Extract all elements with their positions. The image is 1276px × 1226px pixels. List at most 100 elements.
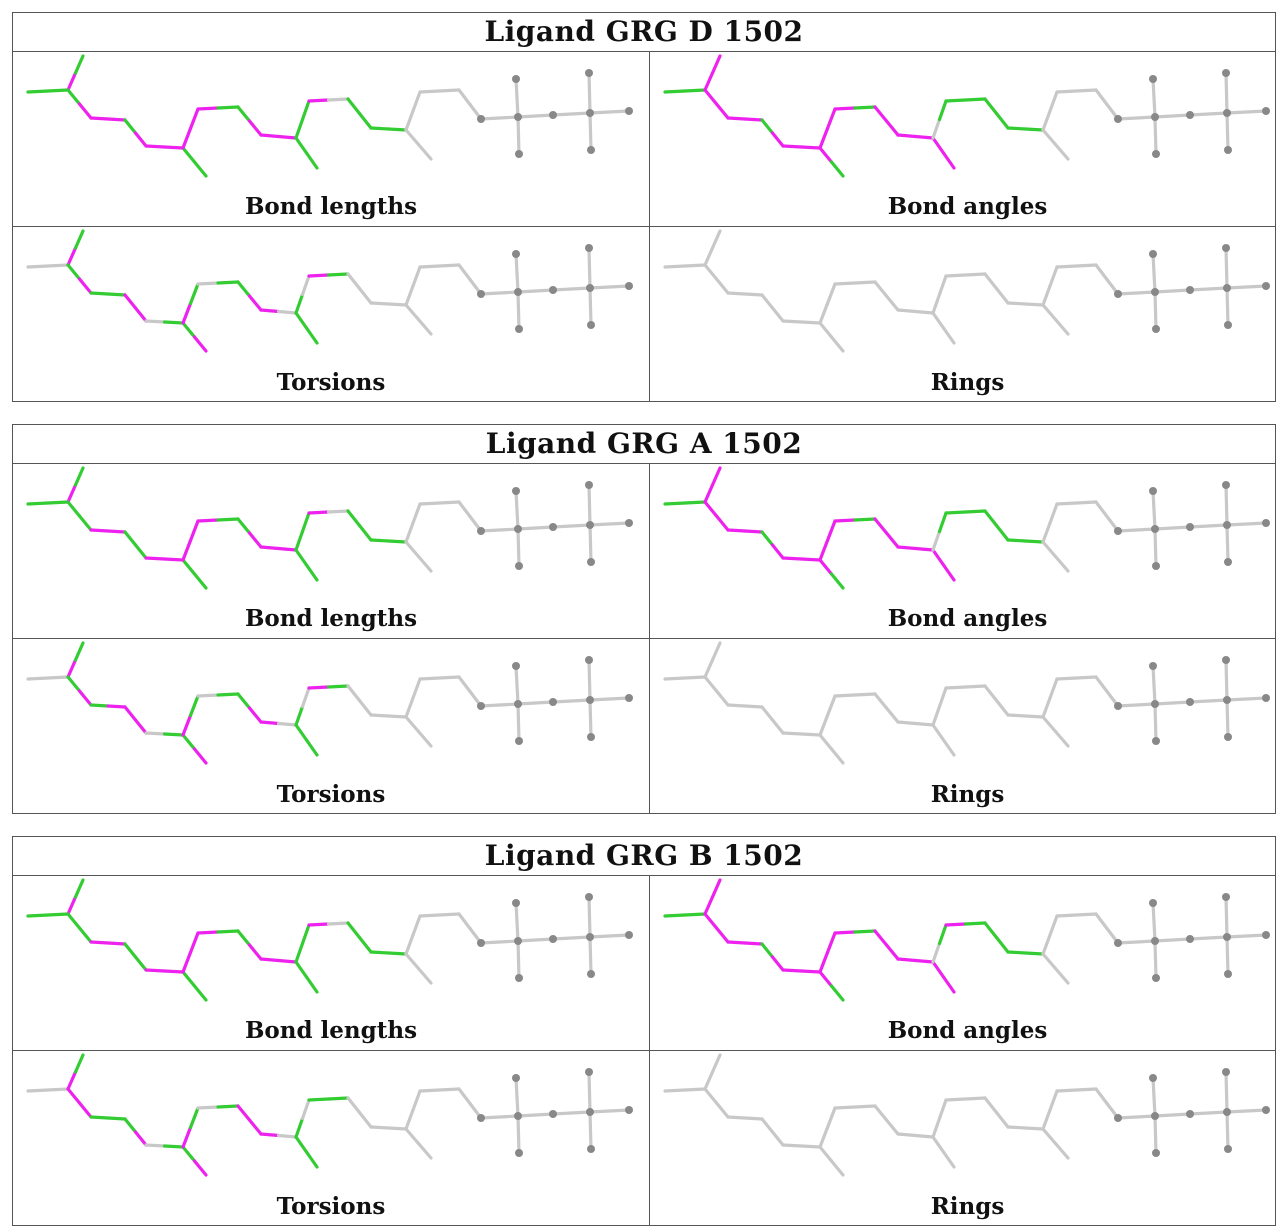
bond-segment [1041,715,1058,734]
bond-segment [703,912,719,930]
bond-segment [304,975,319,994]
atom-ball [514,525,522,533]
bond-segment [770,131,785,148]
bond-segment [818,733,834,751]
bond-segment [307,922,331,927]
bond-segment [192,335,208,353]
bond-segment [404,715,421,734]
bond-segment [404,952,421,971]
bond-segment [703,895,715,916]
bond-segment [307,510,331,515]
atom-ball [625,519,633,527]
atom-ball [1114,115,1122,123]
bond-segment [873,517,889,535]
panel-title: Ligand GRG A 1502 [13,425,1275,464]
bond-segment [26,501,50,506]
atom-ball [1114,702,1122,710]
bond-segment [181,558,197,576]
bond-segment [259,308,281,314]
bond-segment [1006,538,1028,543]
bond-segment [386,539,408,544]
bond-segment [294,704,305,727]
bond-segment [236,517,252,535]
bond-segment [89,116,110,121]
atom-ball [1149,662,1157,670]
molecule-diagram [26,54,633,178]
atom-ball [585,244,593,252]
bond-segment [825,282,837,306]
bond-segment [346,97,362,116]
bond-segment [416,966,433,985]
bond-segment [994,1110,1010,1129]
bond-segment [144,144,167,149]
molecule [26,466,633,590]
cell-label: Torsions [276,781,386,808]
atom-ball [514,1112,522,1120]
bond-segment [703,71,715,92]
panel-grid: Bond lengths Bond angles Torsions Rings [13,52,1276,402]
bond-segment [994,286,1010,305]
bond-segment [818,950,830,974]
atom-ball [1223,1108,1231,1116]
bond-segment [247,1118,263,1136]
atom-ball [512,662,520,670]
bond-segment [799,557,822,562]
bond-segment [1094,88,1109,107]
cell-label: Rings [930,1193,1005,1220]
bond-segment [743,704,764,709]
bond-segment [1041,128,1058,147]
ligand-panel-b: Ligand GRG B 1502 Bond lengths Bond angl… [12,836,1276,1226]
bond-segment [683,912,707,917]
molecule [663,641,1270,765]
bond-segment [162,969,185,974]
atom-ball [1224,733,1232,741]
bond-segment [833,281,857,286]
bond-segment [144,319,167,324]
bond-segment [196,106,220,111]
bond-segment [963,684,987,689]
atom-ball [1222,69,1230,77]
bond-segment [1006,126,1028,131]
bond-segment [944,273,968,278]
atom-ball [625,107,633,115]
bond-segment [46,1087,70,1092]
bond-segment [760,293,775,310]
bond-segment [937,274,948,297]
bond-segment [77,926,93,944]
atom-ball [1222,481,1230,489]
atom-ball [549,286,557,294]
bond-segment [1048,90,1059,113]
cell-bond-lengths: Bond lengths [13,876,649,1051]
bond-segment [162,557,185,562]
atom-ball [1149,1074,1157,1082]
bond-segment [181,970,197,988]
bond-segment [357,111,373,130]
molecule-diagram [663,54,1270,178]
bond-segment [162,320,185,325]
atom-ball [1224,146,1232,154]
bond-segment [1041,696,1052,719]
bond-segment [1053,966,1070,985]
bond-segment [896,957,918,963]
bond-segment [714,1101,730,1119]
bond-segment [216,1104,240,1109]
cell-label: Bond angles [887,1017,1048,1044]
bond-segment [294,1135,309,1154]
bond-segment [825,1106,837,1130]
bond-segment [833,693,857,698]
bond-segment [73,1053,85,1074]
bond-segment [884,294,900,312]
bond-segment [726,291,747,296]
bond-segment [294,723,309,742]
bond-segment [760,942,775,959]
bond-segment [1053,317,1070,336]
bond-segment [369,126,391,131]
bond-segment [913,721,935,727]
bond-segment [913,958,935,964]
bond-segment [307,98,331,103]
bond-segment [66,658,78,679]
bond-segment [963,509,987,514]
bond-segment [188,931,200,955]
bond-segment [181,301,193,325]
bond-segment [714,102,730,120]
